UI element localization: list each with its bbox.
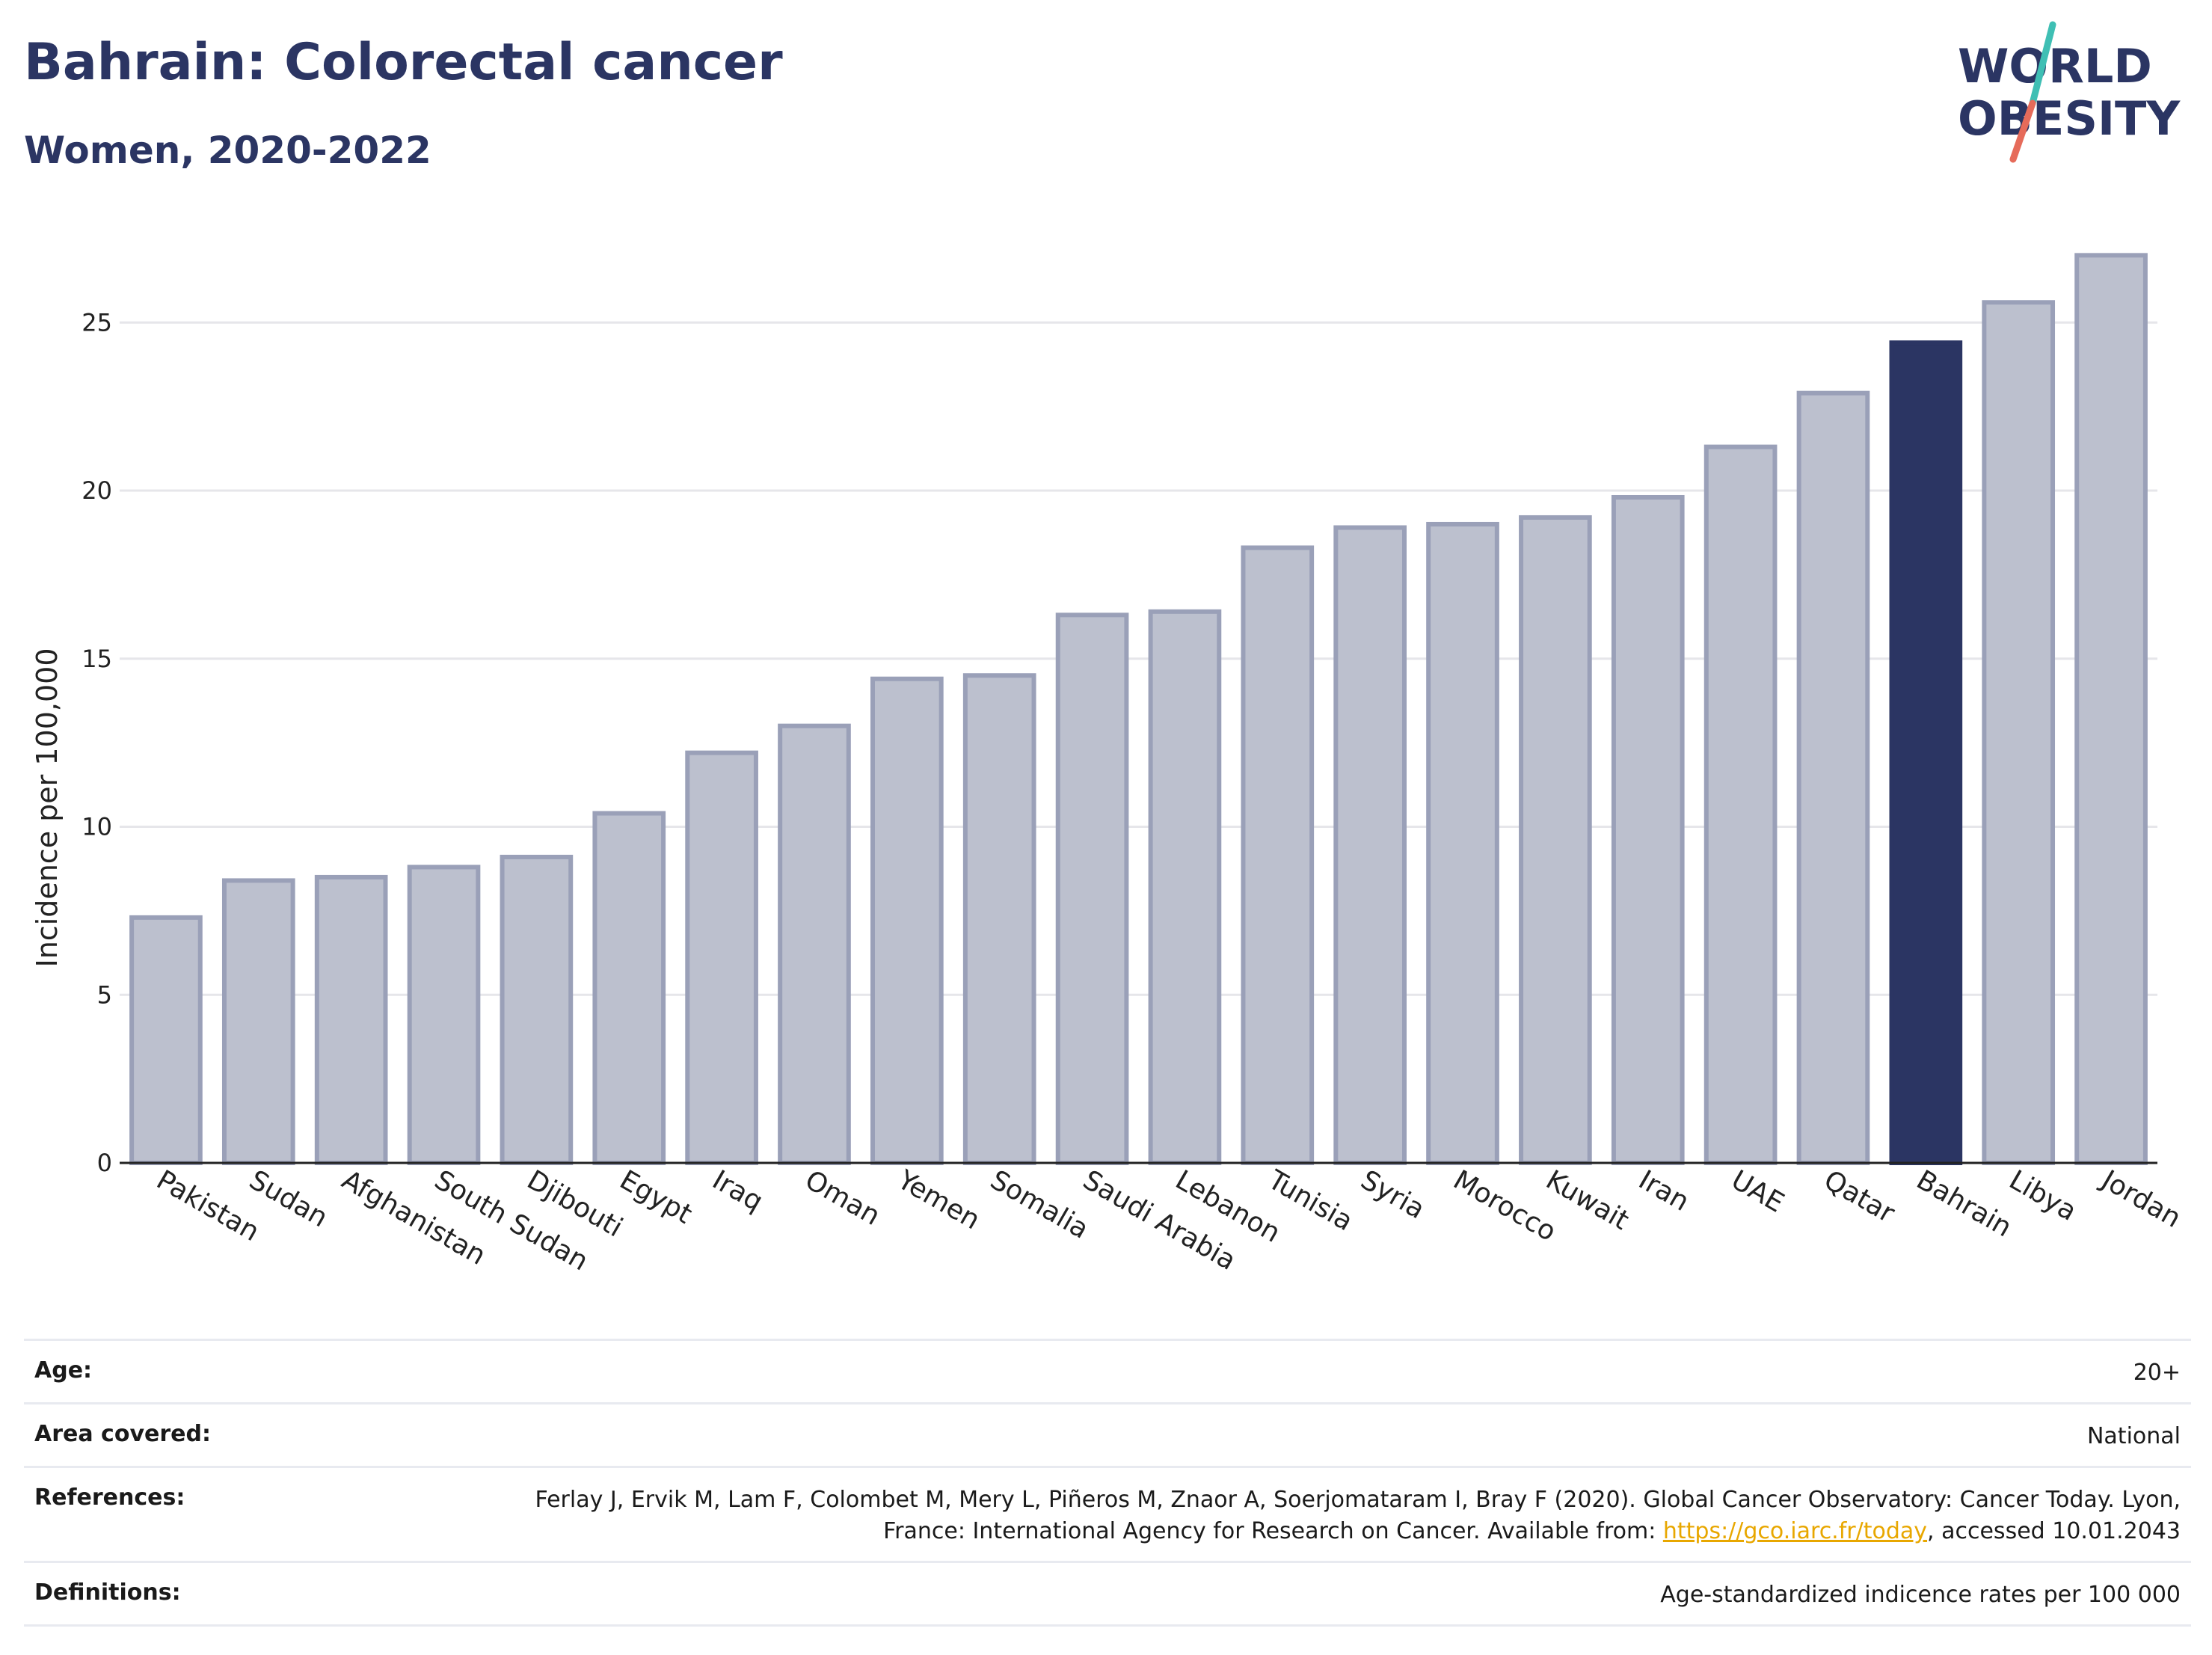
x-tick-label: Iraq bbox=[707, 1164, 768, 1218]
x-tick-label: Yemen bbox=[891, 1164, 985, 1236]
x-tick-label: Morocco bbox=[1448, 1164, 1561, 1247]
bar-south-sudan bbox=[407, 865, 481, 1165]
y-tick-label: 25 bbox=[82, 308, 112, 337]
y-tick-label: 15 bbox=[82, 645, 112, 673]
y-axis-title: Incidence per 100,000 bbox=[31, 648, 64, 967]
bar-tunisia bbox=[1241, 545, 1315, 1165]
references-value: Ferlay J, Ervik M, Lam F, Colombet M, Me… bbox=[461, 1484, 2181, 1547]
info-row-definitions: Definitions: Age-standardized indicence … bbox=[24, 1561, 2191, 1627]
x-tick-label: South Sudan bbox=[429, 1164, 593, 1277]
area-value: National bbox=[2086, 1423, 2181, 1449]
bar-yemen bbox=[870, 676, 944, 1165]
bar-jordan bbox=[2074, 253, 2148, 1166]
references-link[interactable]: https://gco.iarc.fr/today bbox=[1662, 1518, 1928, 1544]
logo-line-2: OBESITY bbox=[1958, 91, 2181, 146]
bar-lebanon bbox=[1148, 609, 1222, 1165]
bar-egypt bbox=[592, 811, 666, 1166]
x-tick-label: UAE bbox=[1726, 1164, 1789, 1218]
x-tick-label: Jordan bbox=[2095, 1164, 2186, 1234]
logo-slash-top bbox=[2029, 21, 2056, 107]
x-tick-label: Oman bbox=[799, 1164, 885, 1232]
bars bbox=[129, 253, 2148, 1166]
y-axis-ticks: 0 5 10 15 20 25 bbox=[82, 308, 112, 1177]
bar-libya bbox=[1982, 300, 2056, 1165]
references-label: References: bbox=[34, 1484, 185, 1511]
bar-syria bbox=[1333, 525, 1407, 1165]
bar-saudi-arabia bbox=[1055, 612, 1129, 1165]
bar-afghanistan bbox=[314, 874, 388, 1166]
x-tick-label: Iran bbox=[1633, 1164, 1694, 1218]
info-row-references: References: Ferlay J, Ervik M, Lam F, Co… bbox=[24, 1466, 2191, 1561]
logo-slash-bottom bbox=[2009, 99, 2036, 163]
x-tick-label: Egypt bbox=[615, 1164, 697, 1229]
references-accessed: , accessed 10.01.2043 bbox=[1927, 1518, 2181, 1544]
chart-subtitle: Women, 2020-2022 bbox=[24, 129, 431, 172]
bar-pakistan bbox=[129, 915, 203, 1165]
definitions-label: Definitions: bbox=[34, 1579, 181, 1606]
info-row-age: Age: 20+ bbox=[24, 1339, 2191, 1402]
x-tick-label: Syria bbox=[1356, 1164, 1430, 1225]
bar-kuwait bbox=[1519, 515, 1592, 1165]
age-value: 20+ bbox=[2133, 1360, 2181, 1386]
definitions-value: Age-standardized indicence rates per 100… bbox=[1660, 1582, 2181, 1608]
x-tick-label: Bahrain bbox=[1911, 1164, 2017, 1243]
y-tick-label: 10 bbox=[82, 813, 112, 841]
chart-title: Bahrain: Colorectal cancer bbox=[24, 33, 783, 92]
x-tick-label: Qatar bbox=[1819, 1164, 1899, 1229]
references-text: Ferlay J, Ervik M, Lam F, Colombet M, Me… bbox=[535, 1487, 2181, 1544]
info-row-area: Area covered: National bbox=[24, 1402, 2191, 1466]
bar-qatar bbox=[1796, 390, 1870, 1165]
bar-bahrain bbox=[1889, 340, 1963, 1166]
y-tick-label: 20 bbox=[82, 476, 112, 505]
bar-oman bbox=[778, 723, 851, 1165]
world-obesity-logo: WORLD OBESITY bbox=[1958, 21, 2181, 163]
bar-sudan bbox=[221, 878, 295, 1166]
info-table: Age: 20+ Area covered: National Referenc… bbox=[24, 1339, 2191, 1627]
bar-djibouti bbox=[500, 854, 574, 1165]
age-label: Age: bbox=[34, 1357, 93, 1384]
y-tick-label: 5 bbox=[97, 980, 112, 1009]
bar-iran bbox=[1611, 494, 1685, 1165]
bar-morocco bbox=[1426, 521, 1499, 1165]
x-tick-label: Pakistan bbox=[151, 1164, 264, 1247]
x-tick-label: Saudi Arabia bbox=[1078, 1164, 1241, 1277]
x-tick-label: Somalia bbox=[985, 1164, 1093, 1245]
bar-somalia bbox=[962, 673, 1036, 1165]
bar-uae bbox=[1703, 444, 1778, 1165]
y-tick-label: 0 bbox=[97, 1149, 112, 1177]
bar-iraq bbox=[685, 750, 758, 1165]
area-label: Area covered: bbox=[34, 1421, 211, 1447]
logo-line-1: WORLD bbox=[1958, 39, 2152, 93]
